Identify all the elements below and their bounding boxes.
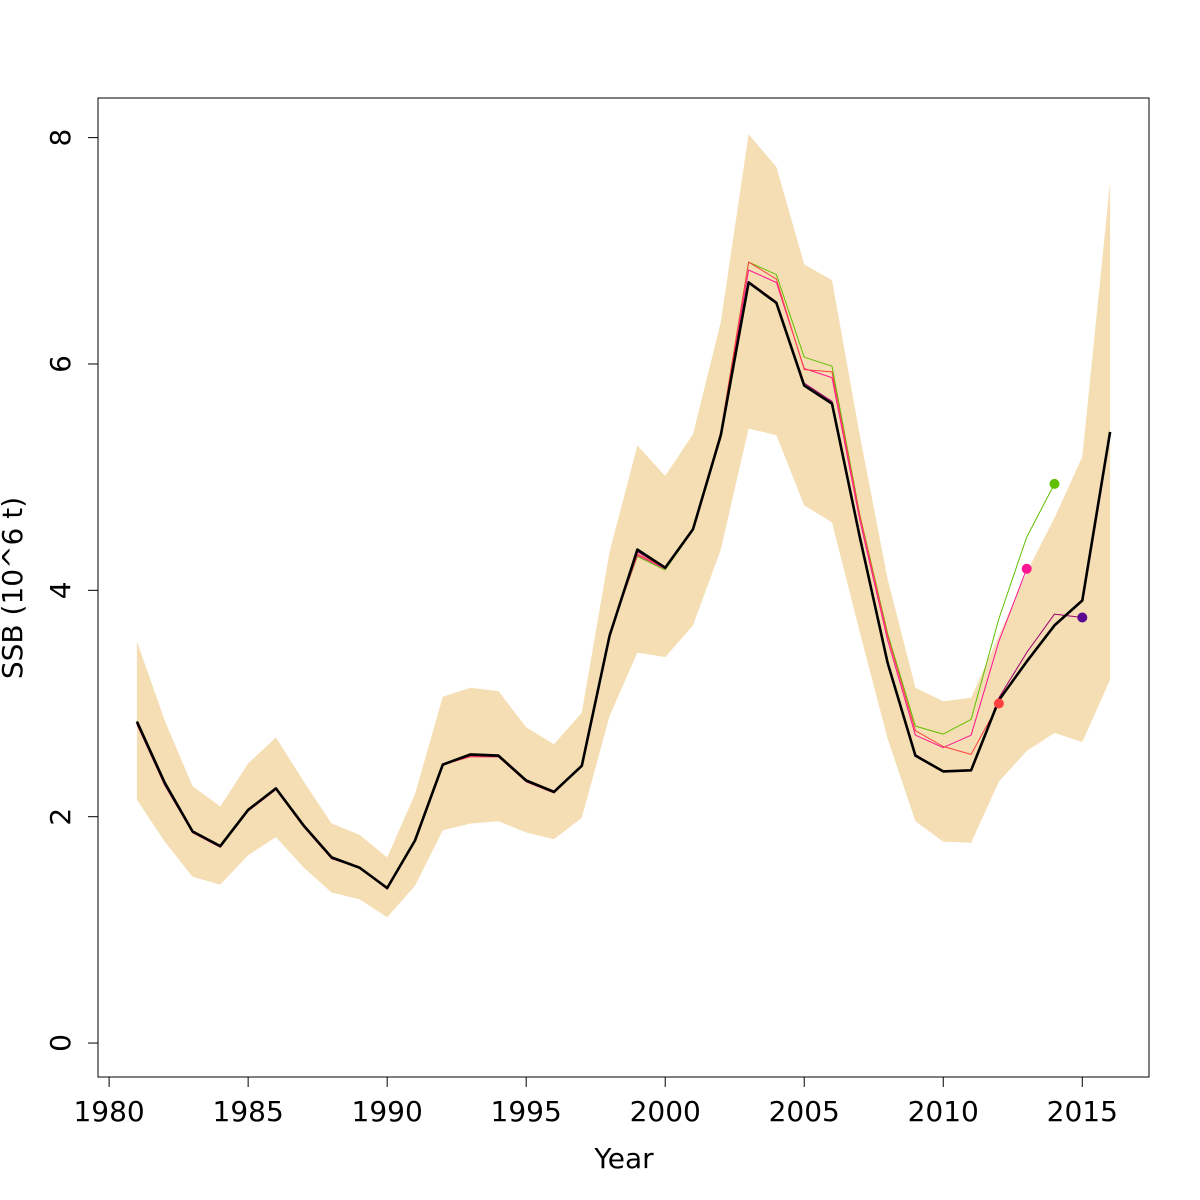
y-tick-label-0: 0 — [44, 1034, 77, 1052]
x-axis-title: Year — [593, 1142, 654, 1175]
x-axis: 1980 1985 1990 1995 2000 2005 2010 2015 — [73, 1076, 1118, 1128]
y-tick-label-4: 4 — [44, 581, 77, 599]
y-tick-label-6: 6 — [44, 355, 77, 373]
x-tick-label-1990: 1990 — [352, 1095, 423, 1128]
x-tick-label-1985: 1985 — [213, 1095, 284, 1128]
marker-layer — [993, 478, 1088, 709]
x-tick-label-1980: 1980 — [73, 1095, 144, 1128]
confidence-band-layer — [136, 134, 1111, 918]
series-end-point-1 — [1049, 478, 1060, 489]
y-tick-label-8: 8 — [44, 129, 77, 147]
series-end-point-5 — [1077, 612, 1088, 623]
series-end-point-3 — [993, 698, 1004, 709]
x-tick-label-2000: 2000 — [630, 1095, 701, 1128]
y-tick-label-2: 2 — [44, 808, 77, 826]
x-tick-label-2005: 2005 — [769, 1095, 840, 1128]
x-tick-label-2010: 2010 — [908, 1095, 979, 1128]
y-axis: 0 2 4 6 8 — [44, 129, 99, 1052]
x-tick-label-1995: 1995 — [491, 1095, 562, 1128]
x-tick-label-2015: 2015 — [1047, 1095, 1118, 1128]
series-end-point-2 — [1021, 563, 1032, 574]
confidence-band — [136, 134, 1111, 918]
series-layer — [135, 261, 1112, 890]
y-axis-title: SSB (10^6 t) — [0, 497, 29, 679]
series-line-6 — [135, 281, 1112, 890]
